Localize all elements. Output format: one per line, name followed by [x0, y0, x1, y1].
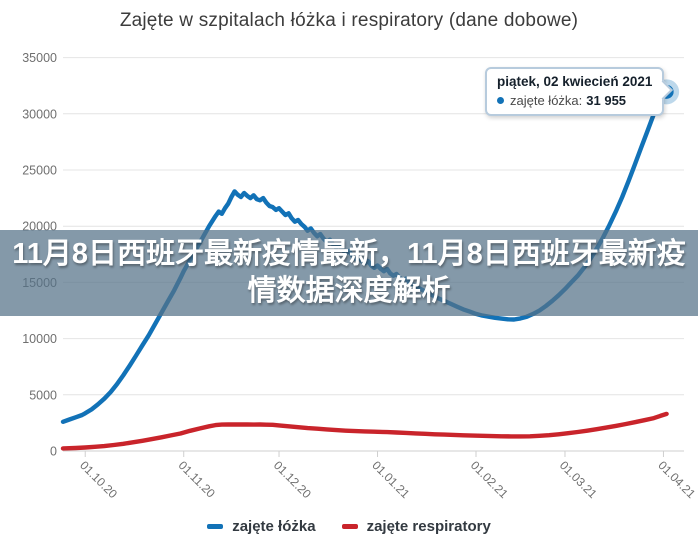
y-axis-label: 35000	[22, 51, 57, 65]
legend-label-beds: zajęte łóżka	[232, 518, 316, 535]
x-axis-label: 01.01.21	[369, 458, 412, 501]
x-axis-label: 01.10.20	[77, 458, 120, 501]
series-line-respirators	[60, 411, 669, 451]
caption-line-2: 情数据深度解析	[247, 275, 451, 307]
x-axis-label: 01.12.20	[271, 458, 314, 501]
y-axis-label: 0	[50, 445, 57, 459]
x-axis-label: 01.03.21	[557, 458, 600, 501]
caption-line-1: 11月8日西班牙最新疫情最新，11月8日西班牙最新疫	[12, 238, 686, 270]
y-axis-label: 5000	[29, 388, 57, 402]
series-bullet-icon	[497, 97, 504, 104]
tooltip-series-label: zajęte łóżka:	[510, 93, 583, 108]
chart-legend: zajęte łóżka zajęte respiratory	[0, 518, 698, 535]
caption-overlay-band: 11月8日西班牙最新疫情最新，11月8日西班牙最新疫 情数据深度解析	[0, 230, 698, 316]
chart-tooltip: piątek, 02 kwiecień 2021 zajęte łóżka: 3…	[485, 67, 665, 116]
tooltip-value: 31 955	[586, 93, 627, 108]
legend-swatch-beds	[207, 524, 224, 529]
x-axis-label: 01.04.21	[655, 458, 698, 501]
tooltip-row: zajęte łóżka: 31 955	[497, 93, 652, 108]
y-axis-label: 30000	[22, 107, 57, 121]
legend-item-beds[interactable]: zajęte łóżka	[207, 518, 316, 535]
legend-label-respirators: zajęte respiratory	[366, 518, 491, 535]
x-axis-label: 01.11.20	[176, 458, 219, 501]
x-axis-label: 01.02.21	[468, 458, 511, 501]
legend-swatch-respirators	[341, 524, 358, 529]
legend-item-respirators[interactable]: zajęte respiratory	[341, 518, 491, 535]
y-axis-label: 10000	[22, 332, 57, 346]
y-axis-label: 25000	[22, 164, 57, 178]
chart-title: Zajęte w szpitalach łóżka i respiratory …	[119, 10, 579, 31]
tooltip-date: piątek, 02 kwiecień 2021	[497, 74, 653, 89]
